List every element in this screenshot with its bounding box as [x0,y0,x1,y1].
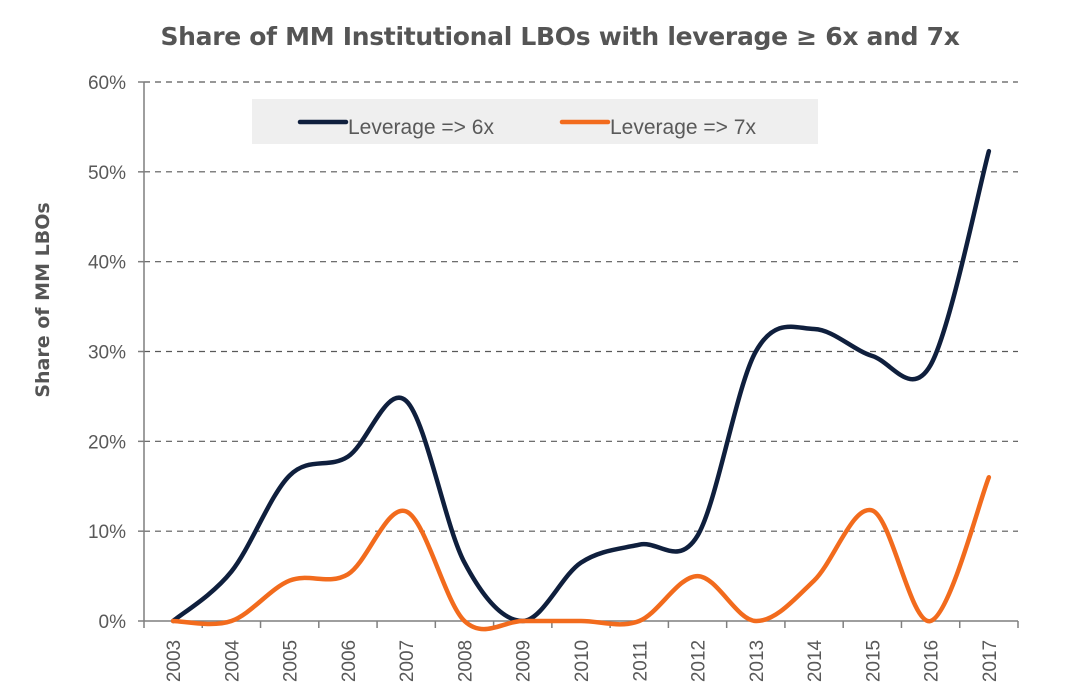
x-tick-label: 2007 [397,640,418,682]
legend-label: Leverage => 7x [610,116,756,139]
x-tick-label: 2014 [805,639,826,682]
x-tick-label: 2006 [339,640,360,682]
x-tick-label: 2005 [281,640,302,682]
x-tick-label: 2010 [572,640,593,682]
x-tick-label: 2015 [863,640,884,682]
y-tick-label: 60% [88,73,126,94]
x-tick-label: 2004 [222,639,243,682]
x-tick-label: 2009 [514,640,535,682]
chart-title: Share of MM Institutional LBOs with leve… [160,22,960,51]
legend-label: Leverage => 6x [348,116,494,139]
series-line-leverage-6x [170,148,992,624]
y-tick-label: 20% [88,432,126,453]
x-tick-label: 2017 [980,640,1001,682]
y-tick-label: 30% [88,343,126,364]
y-tick-label: 40% [88,253,126,274]
x-tick-label: 2008 [455,640,476,682]
series-line-leverage-7x [170,475,992,632]
x-tick-label: 2016 [922,640,943,682]
y-tick-label: 10% [88,522,126,543]
x-tick-label: 2011 [630,641,651,682]
y-tick-label: 0% [99,612,127,633]
y-tick-label: 50% [88,163,126,184]
x-tick-label: 2013 [747,640,768,682]
x-tick-label: 2003 [164,640,185,682]
x-tick-label: 2012 [689,640,710,682]
